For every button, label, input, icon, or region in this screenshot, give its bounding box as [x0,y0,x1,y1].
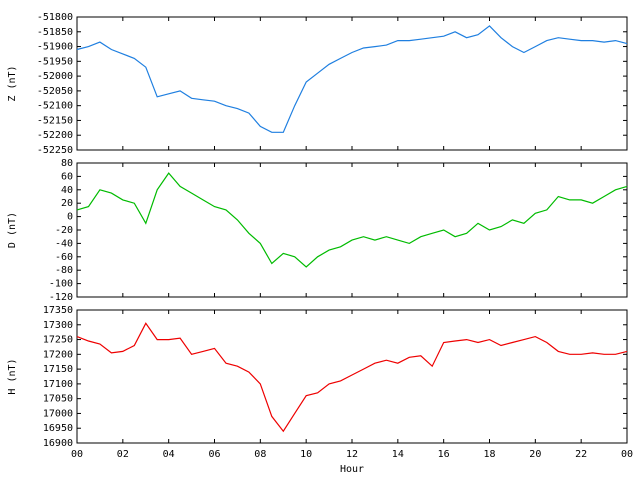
data-line [76,25,628,133]
y-tick-label: -20 [55,225,73,236]
y-tick-label: -52100 [37,101,73,112]
y-tick-label: -60 [55,252,73,263]
data-line [76,172,628,268]
y-tick-label: -51850 [37,27,73,38]
x-tick-label: 14 [392,449,404,460]
y-tick-label: 16900 [43,438,73,449]
y-tick-label: 17200 [43,349,73,360]
x-tick-label: 06 [208,449,220,460]
y-tick-label: 17350 [43,305,73,316]
x-tick-label: 18 [483,449,495,460]
x-axis-label: Hour [340,464,364,475]
y-tick-label: -51800 [37,12,73,23]
y-tick-label: -51900 [37,42,73,53]
x-tick-label: 16 [438,449,450,460]
y-tick-label: 17100 [43,379,73,390]
y-tick-label: 80 [61,158,73,169]
x-tick-label: 20 [529,449,541,460]
y-tick-label: 20 [61,198,73,209]
y-tick-label: -51950 [37,56,73,67]
x-tick-label: 04 [163,449,175,460]
y-axis-label: H (nT) [7,358,18,394]
y-tick-label: 17250 [43,335,73,346]
y-tick-label: -52150 [37,115,73,126]
plot-frame [76,309,628,444]
x-tick-label: 10 [300,449,312,460]
y-tick-label: -52200 [37,130,73,141]
x-tick-label: 22 [575,449,587,460]
y-tick-label: -100 [49,279,73,290]
y-tick-label: 40 [61,185,73,196]
x-tick-label: 08 [254,449,266,460]
plot-frame [76,162,628,298]
x-tick-label: 00 [71,449,83,460]
y-tick-label: 17150 [43,364,73,375]
y-tick-label: 16950 [43,423,73,434]
y-tick-label: -52250 [37,145,73,156]
x-tick-label: 02 [117,449,129,460]
y-tick-label: -52050 [37,86,73,97]
y-tick-label: 17300 [43,320,73,331]
x-tick-label: 00 [621,449,633,460]
y-axis-label: Z (nT) [7,65,18,101]
y-axis-label: D (nT) [7,212,18,248]
y-tick-label: -40 [55,238,73,249]
y-tick-label: -80 [55,265,73,276]
y-tick-label: 17000 [43,408,73,419]
y-tick-label: 0 [67,212,73,223]
y-tick-label: 60 [61,171,73,182]
y-tick-label: -52000 [37,71,73,82]
y-tick-label: 17050 [43,394,73,405]
y-tick-label: -120 [49,292,73,303]
data-line [76,322,628,433]
x-tick-label: 12 [346,449,358,460]
plot-frame [76,16,628,151]
